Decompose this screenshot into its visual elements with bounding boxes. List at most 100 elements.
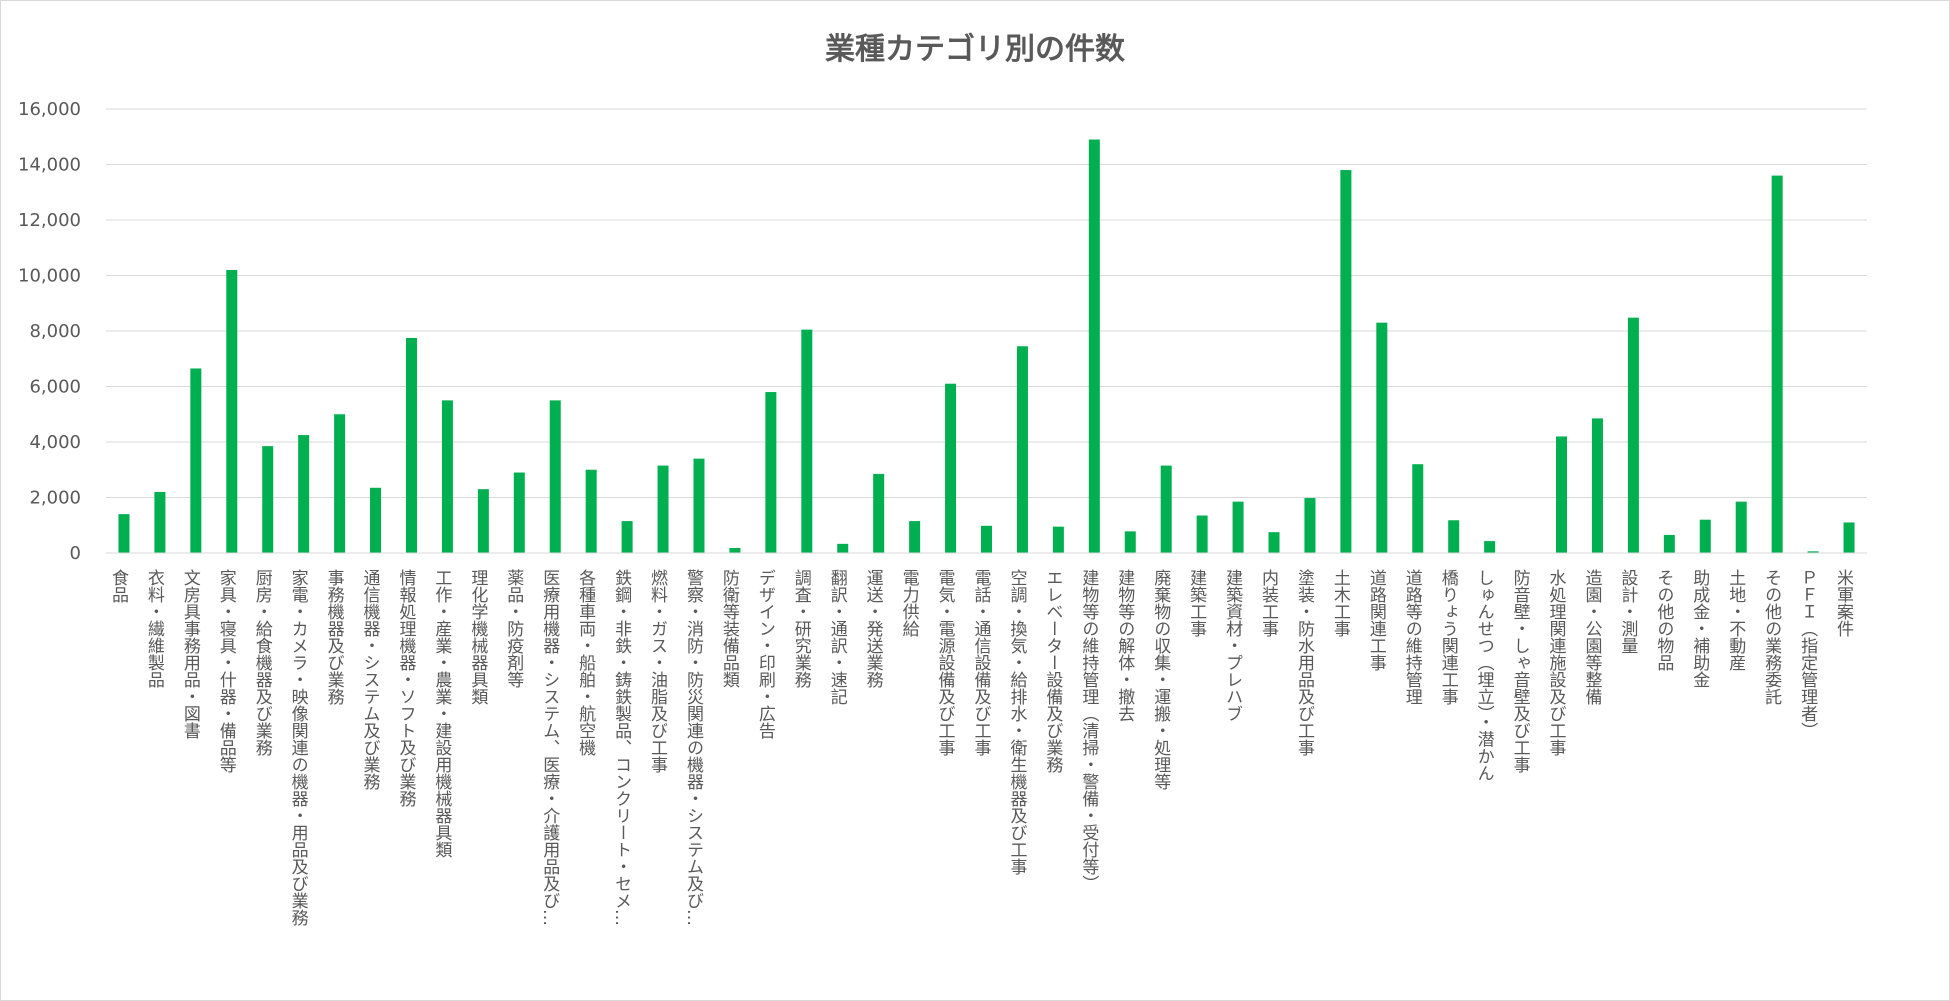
- y-tick-label: 16,000: [18, 99, 81, 120]
- x-tick-label: 建物等の維持管理（清掃・警備・受付等）: [1078, 569, 1099, 892]
- x-tick-label: 燃料・ガス・油脂及び工事: [647, 569, 668, 773]
- x-tick-label: 建築工事: [1186, 569, 1207, 637]
- x-tick-label: 設計・測量: [1617, 569, 1638, 654]
- bar: [1735, 501, 1747, 553]
- bar: [549, 400, 561, 553]
- x-tick-label: 防衛等装備品類: [719, 569, 740, 688]
- bar: [1124, 531, 1136, 553]
- x-tick-label: 調査・研究業務: [791, 569, 812, 689]
- x-tick-label: 建物等の解体・撤去: [1114, 569, 1135, 722]
- x-tick-label: 運送・発送業務: [863, 569, 884, 689]
- x-tick-label: 工作・産業・農業・建設用機械器具類: [431, 569, 452, 858]
- bar: [1304, 498, 1316, 553]
- bar: [909, 521, 921, 553]
- x-tick-label: 食品: [108, 569, 129, 603]
- y-tick-label: 12,000: [18, 210, 81, 231]
- x-tick-label: 理化学機械器具類: [467, 569, 488, 705]
- bar: [657, 465, 669, 553]
- x-tick-label: 橋りょう関連工事: [1438, 569, 1459, 705]
- bar: [1448, 520, 1460, 553]
- bar: [1052, 526, 1064, 553]
- x-tick-label: 厨房・給食機器及び業務: [252, 569, 273, 757]
- x-tick-label: 電話・通信設備及び工事: [971, 569, 992, 756]
- bar: [1268, 532, 1280, 553]
- x-tick-label: 翻訳・通訳・速記: [827, 569, 848, 705]
- x-tick-label: 薬品・防疫剤等: [503, 569, 524, 688]
- y-tick-label: 6,000: [29, 377, 81, 398]
- x-tick-label: 電力供給: [899, 569, 920, 637]
- bar: [873, 473, 885, 553]
- bar: [226, 269, 238, 553]
- bar: [837, 543, 849, 553]
- bar: [1591, 418, 1603, 553]
- x-tick-label: 衣料・繊維製品: [144, 569, 165, 688]
- x-tick-label: 内装工事: [1258, 569, 1279, 637]
- y-tick-label: 2,000: [29, 488, 81, 509]
- x-tick-label: デザイン・印刷・広告: [755, 569, 776, 739]
- x-tick-label: 米軍案件: [1833, 569, 1854, 637]
- bar: [1807, 551, 1819, 553]
- bar: [1196, 515, 1208, 553]
- x-tick-label: 通信機器・システム及び業務: [360, 569, 381, 791]
- x-tick-label: 文房具事務用品・図書: [180, 569, 201, 739]
- gridlines: [106, 108, 1867, 498]
- bar: [477, 489, 489, 553]
- x-tick-label: 助成金・補助金: [1689, 569, 1710, 688]
- x-tick-label: エレベーター設備及び業務: [1042, 569, 1063, 774]
- bar: [118, 514, 130, 553]
- x-tick-label: 道路等の維持管理: [1402, 569, 1423, 705]
- bar: [585, 469, 597, 553]
- bar: [1771, 175, 1783, 553]
- y-tick-label: 14,000: [18, 155, 81, 176]
- x-tick-label: 廃棄物の収集・運搬・処理等: [1150, 569, 1171, 790]
- y-axis-ticks: 0 2,000 4,000 6,000 8,000 10,000 12,000 14,000 1…: [18, 99, 81, 564]
- bar: [190, 368, 202, 553]
- bar: [1088, 139, 1100, 553]
- x-tick-label: 医療用機器・システム、医療・介護用品及び…: [539, 569, 560, 926]
- x-axis-labels: 食品 衣料・繊維製品 文房具事務用品・図書 家具・寝具・什器・備品等 厨房・給食機器及び…: [108, 568, 1854, 927]
- bar: [693, 458, 705, 553]
- bar: [765, 392, 777, 553]
- bar: [1160, 465, 1172, 553]
- bars: [118, 139, 1855, 554]
- x-tick-label: 土地・不動産: [1725, 569, 1746, 671]
- x-tick-label: 防音壁・しゃ音壁及び工事: [1510, 569, 1531, 773]
- chart-title: 業種カテゴリ別の件数: [825, 32, 1126, 67]
- bar: [513, 472, 525, 553]
- bar: [1699, 519, 1711, 553]
- y-tick-label: 4,000: [29, 432, 81, 453]
- bar: [981, 525, 992, 553]
- bar: [1484, 541, 1496, 553]
- bar: [801, 329, 813, 553]
- x-tick-label: 事務機器及び業務: [324, 569, 345, 706]
- bar: [1627, 317, 1639, 553]
- x-tick-label: ＰＦＩ（指定管理者）: [1797, 569, 1818, 739]
- bar: [298, 435, 310, 553]
- bar: [945, 383, 957, 553]
- y-tick-label: 10,000: [18, 266, 81, 287]
- x-tick-label: 空調・換気・給排水・衛生機器及び工事: [1006, 569, 1026, 875]
- bar: [1412, 464, 1424, 553]
- x-tick-label: 電気・電源設備及び工事: [935, 569, 956, 756]
- x-tick-label: 塗装・防水用品及び工事: [1294, 568, 1315, 756]
- x-tick-label: 各種車両・船舶・航空機: [575, 569, 596, 757]
- bar: [621, 521, 633, 553]
- bar: [1016, 346, 1028, 553]
- y-tick-label: 8,000: [29, 321, 81, 342]
- bar: [1556, 436, 1568, 553]
- x-tick-label: 造園・公園等整備: [1581, 569, 1602, 706]
- x-tick-label: 土木工事: [1330, 569, 1351, 637]
- bar: [370, 487, 382, 553]
- bar: [1376, 322, 1388, 553]
- bar: [1843, 522, 1855, 553]
- bar: [334, 414, 346, 553]
- bar: [154, 491, 166, 553]
- x-tick-label: 建築資材・プレハブ: [1222, 569, 1243, 722]
- x-tick-label: 道路関連工事: [1366, 569, 1387, 671]
- bar: [262, 446, 274, 553]
- bar: [1663, 534, 1675, 553]
- bar: [405, 337, 417, 553]
- y-tick-label: 0: [70, 543, 81, 564]
